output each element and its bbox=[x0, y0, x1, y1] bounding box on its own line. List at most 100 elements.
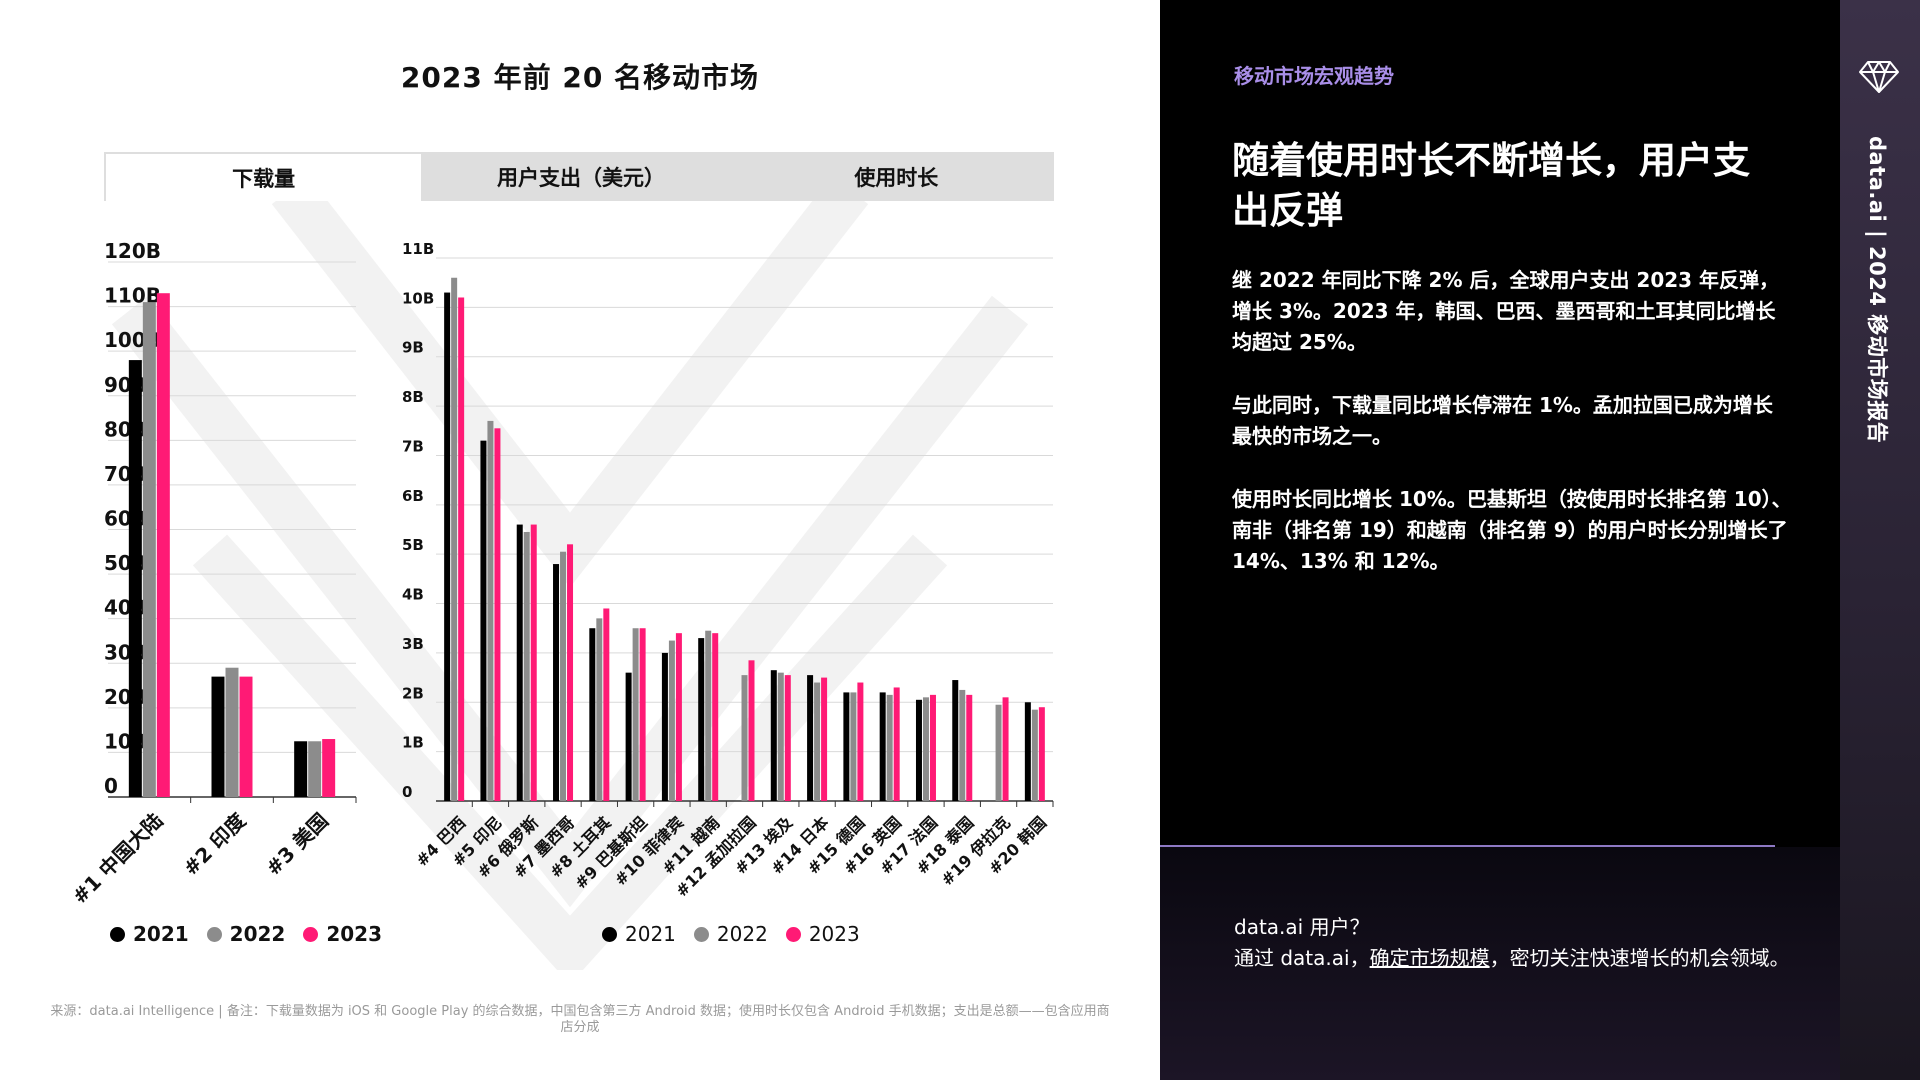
bar-2022 bbox=[523, 531, 530, 801]
bar-2023 bbox=[603, 608, 610, 801]
bar-2021 bbox=[516, 524, 523, 801]
legend-left: 2021 2022 2023 bbox=[110, 922, 382, 946]
tab-user-spend[interactable]: 用户支出（美元） bbox=[496, 165, 665, 190]
bar-2021 bbox=[807, 675, 814, 801]
bar-2022 bbox=[1031, 709, 1038, 801]
source-footnote: 来源：data.ai Intelligence | 备注：下载量数据为 iOS … bbox=[50, 1004, 1110, 1035]
bar-2021 bbox=[661, 652, 668, 801]
legend-label: 2023 bbox=[808, 922, 860, 946]
side-strip: data.ai | 2024 移动市场报告 bbox=[1840, 0, 1920, 1080]
y-tick-label: 6B bbox=[402, 487, 424, 505]
bar-2021 bbox=[211, 676, 225, 797]
cta-suffix: ，密切关注快速增长的机会领域。 bbox=[1489, 946, 1790, 970]
bar-2023 bbox=[712, 633, 719, 801]
paragraph-downloads: 与此同时，下载量同比增长停滞在 1%。孟加拉国已成为增长最快的市场之一。 bbox=[1232, 393, 1773, 448]
bar-2022 bbox=[959, 689, 966, 801]
bar-2022 bbox=[741, 675, 748, 801]
bar-2022 bbox=[142, 302, 156, 797]
bar-2023 bbox=[567, 544, 574, 801]
bar-2021 bbox=[294, 741, 308, 797]
cta-body: 通过 data.ai，确定市场规模，密切关注快速增长的机会领域。 bbox=[1234, 943, 1794, 974]
bar-2023 bbox=[494, 428, 501, 801]
tab-downloads[interactable]: 下载量 bbox=[104, 152, 424, 201]
bar-2023 bbox=[929, 694, 936, 801]
bar-2021 bbox=[625, 672, 632, 801]
legend-item-2022: 2022 bbox=[206, 922, 286, 946]
bar-2023 bbox=[821, 677, 828, 801]
bar-2021 bbox=[915, 699, 922, 801]
legend-right: 2021 2022 2023 bbox=[602, 922, 860, 946]
divider-line bbox=[1160, 845, 1775, 847]
bar-2021 bbox=[770, 670, 777, 801]
bar-2021 bbox=[128, 360, 142, 797]
legend-dot-2023 bbox=[785, 926, 801, 942]
cta-prefix: 通过 data.ai， bbox=[1234, 946, 1370, 970]
bar-2023 bbox=[530, 524, 537, 801]
legend-item-2023: 2023 bbox=[785, 922, 860, 946]
report-title-vertical: data.ai | 2024 移动市场报告 bbox=[1865, 136, 1889, 444]
legend-label: 2021 bbox=[133, 922, 189, 946]
bar-2023 bbox=[639, 628, 646, 801]
legend-item-2021: 2021 bbox=[110, 922, 189, 946]
bar-2022 bbox=[225, 667, 239, 797]
bar-2023 bbox=[966, 694, 973, 801]
y-tick-label: 10B bbox=[402, 289, 434, 307]
y-tick-label: 11B bbox=[402, 240, 434, 258]
bar-2021 bbox=[589, 628, 596, 801]
y-tick-label: 7B bbox=[402, 437, 424, 455]
legend-item-2022: 2022 bbox=[693, 922, 768, 946]
bar-2021 bbox=[444, 292, 451, 801]
metric-tabs: 下载量 用户支出（美元） 使用时长 bbox=[104, 152, 1054, 201]
y-tick-label: 0 bbox=[402, 783, 412, 801]
y-tick-label: 4B bbox=[402, 586, 424, 604]
bar-2022 bbox=[886, 694, 893, 801]
insight-panel: 移动市场宏观趋势 随着使用时长不断增长，用户支出反弹 继 2022 年同比下降 … bbox=[1160, 0, 1840, 1080]
bar-2021 bbox=[698, 638, 705, 801]
bar-2022 bbox=[850, 692, 857, 801]
bar-2023 bbox=[239, 676, 253, 797]
legend-label: 2022 bbox=[229, 922, 286, 946]
legend-dot-2023 bbox=[303, 926, 319, 942]
bar-2023 bbox=[675, 633, 682, 801]
panel-headline: 随着使用时长不断增长，用户支出反弹 bbox=[1232, 139, 1750, 232]
category-label: #1 中国大陆 bbox=[67, 808, 167, 908]
cta-block: data.ai 用户？ 通过 data.ai，确定市场规模，密切关注快速增长的机… bbox=[1234, 912, 1794, 974]
paragraph-spend: 继 2022 年同比下降 2% 后，全球用户支出 2023 年反弹，增长 3%。… bbox=[1232, 268, 1780, 354]
market-sizing-link[interactable]: 确定市场规模 bbox=[1369, 946, 1490, 970]
bar-charts: 010B20B30B40B50B60B70B80B90B100B110B120B… bbox=[67, 239, 1054, 908]
bar-2022 bbox=[451, 277, 458, 801]
cta-background bbox=[1160, 847, 1840, 1080]
paragraph-time: 使用时长同比增长 10%。巴基斯坦（按使用时长排名第 10）、南非（排名第 19… bbox=[1232, 487, 1792, 573]
legend-item-2023: 2023 bbox=[303, 922, 382, 946]
bar-2022 bbox=[922, 697, 929, 801]
bar-2022 bbox=[668, 640, 675, 801]
y-tick-label: 0 bbox=[104, 774, 118, 798]
chart-area: 2023 年前 20 名移动市场 下载量 用户支出（美元） 使用时长 0 10B 2… bbox=[50, 61, 1110, 1035]
legend-dot-2021 bbox=[110, 926, 125, 942]
tab-time-spent[interactable]: 使用时长 bbox=[854, 165, 939, 190]
y-tick-label: 9B bbox=[402, 339, 424, 357]
bar-2022 bbox=[777, 672, 784, 801]
y-tick-label: 8B bbox=[402, 388, 424, 406]
legend-label: 2023 bbox=[326, 922, 383, 946]
bar-2023 bbox=[458, 297, 465, 801]
bar-2023 bbox=[784, 675, 791, 801]
bar-2021 bbox=[480, 440, 487, 801]
bar-2022 bbox=[705, 630, 712, 801]
bar-2021 bbox=[843, 692, 850, 801]
bar-2023 bbox=[748, 660, 755, 801]
legend-dot-2021 bbox=[602, 926, 617, 942]
y-tick-label: 120B bbox=[104, 239, 161, 263]
bar-2022 bbox=[596, 618, 603, 801]
bar-2023 bbox=[322, 739, 336, 797]
legend-dot-2022 bbox=[693, 926, 709, 942]
bar-2021 bbox=[879, 692, 886, 801]
bar-2022 bbox=[308, 741, 322, 797]
bar-2023 bbox=[857, 682, 864, 801]
bar-2021 bbox=[553, 564, 560, 801]
cta-heading: data.ai 用户？ bbox=[1234, 915, 1370, 939]
legend-item-2021: 2021 bbox=[602, 922, 676, 946]
bar-2022 bbox=[560, 551, 567, 801]
y-tick-label: 5B bbox=[402, 536, 424, 554]
category-label: #2 印度 bbox=[178, 808, 251, 881]
